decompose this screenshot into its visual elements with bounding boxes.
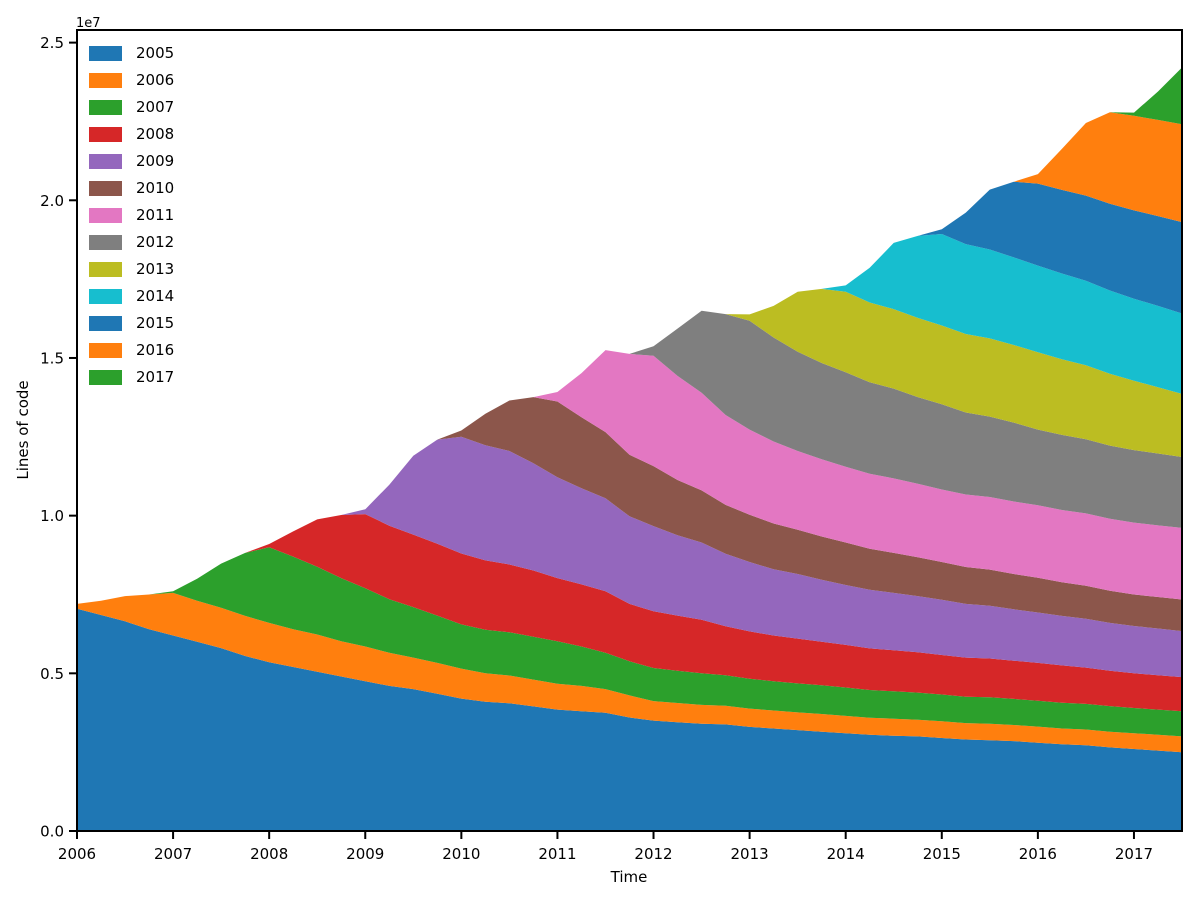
legend-label: 2008 bbox=[136, 125, 175, 143]
x-tick-label: 2013 bbox=[731, 845, 769, 863]
legend-item-2008: 2008 bbox=[89, 126, 174, 142]
legend-swatch-icon bbox=[89, 72, 122, 88]
y-tick-label: 1.0 bbox=[40, 507, 64, 525]
legend: 2005 2006 2007 2008 2009 2010 2011 2012 2013 2014… bbox=[89, 45, 174, 385]
legend-item-2006: 2006 bbox=[89, 72, 174, 88]
legend-item-2017: 2017 bbox=[89, 369, 174, 385]
legend-label: 2007 bbox=[136, 98, 175, 116]
axes-spines bbox=[76, 29, 1183, 832]
legend-swatch-icon bbox=[89, 126, 122, 142]
area-2010 bbox=[77, 397, 1182, 632]
x-axis-label: Time bbox=[610, 868, 648, 886]
x-tick-label: 2011 bbox=[538, 845, 576, 863]
legend-label: 2015 bbox=[136, 314, 175, 332]
area-2009 bbox=[77, 436, 1182, 678]
y-tick-label: 0.0 bbox=[40, 823, 64, 841]
area-2015 bbox=[77, 181, 1182, 604]
legend-swatch-icon bbox=[89, 99, 122, 115]
y-axis-offset-text: 1e7 bbox=[76, 16, 101, 31]
area-layers bbox=[77, 67, 1182, 831]
legend-swatch-icon bbox=[89, 207, 122, 223]
legend-item-2010: 2010 bbox=[89, 180, 174, 196]
legend-swatch-icon bbox=[89, 369, 122, 385]
legend-label: 2017 bbox=[136, 368, 175, 386]
legend-label: 2009 bbox=[136, 152, 175, 170]
x-tick-label: 2008 bbox=[250, 845, 288, 863]
legend-item-2005: 2005 bbox=[89, 45, 174, 61]
legend-item-2009: 2009 bbox=[89, 153, 174, 169]
legend-item-2011: 2011 bbox=[89, 207, 174, 223]
legend-label: 2014 bbox=[136, 287, 175, 305]
x-tick-label: 2016 bbox=[1019, 845, 1057, 863]
legend-label: 2012 bbox=[136, 233, 175, 251]
legend-label: 2011 bbox=[136, 206, 175, 224]
legend-label: 2013 bbox=[136, 260, 175, 278]
legend-swatch-icon bbox=[89, 261, 122, 277]
x-tick-label: 2014 bbox=[827, 845, 865, 863]
x-tick-label: 2017 bbox=[1115, 845, 1153, 863]
x-tick-label: 2007 bbox=[154, 845, 192, 863]
legend-item-2012: 2012 bbox=[89, 234, 174, 250]
area-2016 bbox=[77, 112, 1182, 604]
legend-item-2007: 2007 bbox=[89, 99, 174, 115]
x-tick-label: 2006 bbox=[58, 845, 96, 863]
y-tick-label: 0.5 bbox=[40, 665, 64, 683]
x-tick-label: 2010 bbox=[442, 845, 480, 863]
legend-label: 2005 bbox=[136, 44, 175, 62]
legend-item-2013: 2013 bbox=[89, 261, 174, 277]
area-2011 bbox=[77, 350, 1182, 604]
x-tick-label: 2009 bbox=[346, 845, 384, 863]
legend-swatch-icon bbox=[89, 315, 122, 331]
area-2008 bbox=[77, 514, 1182, 712]
legend-item-2016: 2016 bbox=[89, 342, 174, 358]
area-2013 bbox=[77, 288, 1182, 604]
y-tick-label: 2.5 bbox=[40, 34, 64, 52]
area-2006 bbox=[77, 592, 1182, 753]
legend-swatch-icon bbox=[89, 234, 122, 250]
legend-label: 2016 bbox=[136, 341, 175, 359]
legend-label: 2006 bbox=[136, 71, 175, 89]
legend-label: 2010 bbox=[136, 179, 175, 197]
area-2007 bbox=[77, 547, 1182, 737]
area-2012 bbox=[77, 310, 1182, 604]
axes: 2006 2007 2008 2009 2010 2011 2012 2013 2014 2015… bbox=[40, 29, 1183, 863]
legend-swatch-icon bbox=[89, 45, 122, 61]
y-axis-label: Lines of code bbox=[14, 380, 32, 479]
legend-item-2015: 2015 bbox=[89, 315, 174, 331]
x-tick-label: 2015 bbox=[923, 845, 961, 863]
y-tick-label: 2.0 bbox=[40, 192, 64, 210]
legend-swatch-icon bbox=[89, 153, 122, 169]
x-tick-label: 2012 bbox=[634, 845, 672, 863]
legend-swatch-icon bbox=[89, 180, 122, 196]
legend-item-2014: 2014 bbox=[89, 288, 174, 304]
y-tick-label: 1.5 bbox=[40, 349, 64, 367]
area-2005 bbox=[77, 608, 1182, 831]
legend-swatch-icon bbox=[89, 288, 122, 304]
legend-swatch-icon bbox=[89, 342, 122, 358]
